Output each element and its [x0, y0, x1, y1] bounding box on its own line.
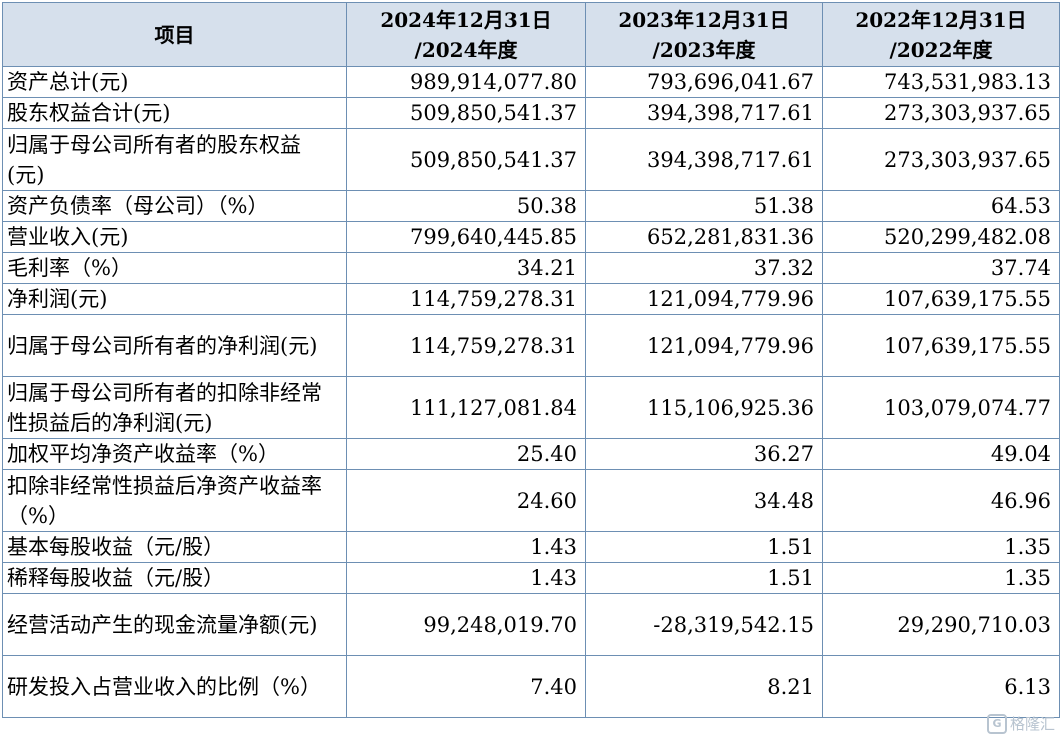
row-label: 稀释每股收益（元/股） — [2, 562, 347, 594]
gelonghui-logo-icon: G — [986, 713, 1007, 734]
cell-2023: 394,398,717.61 — [585, 97, 823, 129]
cell-2022: 520,299,482.08 — [822, 221, 1060, 253]
header-2023-date: 2023年12月31日 — [618, 7, 790, 32]
cell-2022: 743,531,983.13 — [822, 66, 1060, 98]
header-2024-year: /2024年度 — [414, 37, 518, 62]
row-label: 净利润(元) — [2, 283, 347, 315]
cell-2023: 36.27 — [585, 438, 823, 470]
cell-2023: 121,094,779.96 — [585, 314, 823, 377]
cell-2024: 24.60 — [346, 469, 586, 532]
table-header-row: 项目 2024年12月31日 /2024年度 2023年12月31日 /2023… — [2, 2, 1060, 67]
table-row: 经营活动产生的现金流量净额(元) 99,248,019.70 -28,319,5… — [2, 593, 1060, 656]
cell-2024: 1.43 — [346, 531, 586, 563]
table-row: 加权平均净资产收益率（%） 25.40 36.27 49.04 — [2, 438, 1060, 470]
row-label: 基本每股收益（元/股） — [2, 531, 347, 563]
cell-2023: 37.32 — [585, 252, 823, 284]
row-label: 营业收入(元) — [2, 221, 347, 253]
table-row: 毛利率（%） 34.21 37.32 37.74 — [2, 252, 1060, 284]
cell-2022: 49.04 — [822, 438, 1060, 470]
cell-2022: 103,079,074.77 — [822, 376, 1060, 439]
cell-2023: 394,398,717.61 — [585, 128, 823, 191]
cell-2022: 273,303,937.65 — [822, 97, 1060, 129]
table-row: 资产负债率（母公司）（%） 50.38 51.38 64.53 — [2, 190, 1060, 222]
watermark-text: 格隆汇 — [1009, 715, 1055, 733]
cell-2022: 1.35 — [822, 531, 1060, 563]
row-label: 归属于母公司所有者的股东权益(元) — [2, 128, 347, 191]
row-label: 经营活动产生的现金流量净额(元) — [2, 593, 347, 656]
cell-2023: 8.21 — [585, 655, 823, 718]
cell-2024: 50.38 — [346, 190, 586, 222]
financial-data-table: 项目 2024年12月31日 /2024年度 2023年12月31日 /2023… — [2, 2, 1060, 718]
row-label: 加权平均净资产收益率（%） — [2, 438, 347, 470]
cell-2024: 509,850,541.37 — [346, 128, 586, 191]
cell-2023: 115,106,925.36 — [585, 376, 823, 439]
cell-2023: 121,094,779.96 — [585, 283, 823, 315]
row-label: 归属于母公司所有者的扣除非经常性损益后的净利润(元) — [2, 376, 347, 439]
table-row: 研发投入占营业收入的比例（%） 7.40 8.21 6.13 — [2, 655, 1060, 718]
cell-2022: 1.35 — [822, 562, 1060, 594]
row-label: 资产总计(元) — [2, 66, 347, 98]
cell-2024: 989,914,077.80 — [346, 66, 586, 98]
cell-2023: 793,696,041.67 — [585, 66, 823, 98]
cell-2024: 509,850,541.37 — [346, 97, 586, 129]
cell-2023: 1.51 — [585, 531, 823, 563]
cell-2022: 64.53 — [822, 190, 1060, 222]
cell-2022: 6.13 — [822, 655, 1060, 718]
header-2023: 2023年12月31日 /2023年度 — [585, 2, 823, 67]
cell-2024: 25.40 — [346, 438, 586, 470]
cell-2024: 799,640,445.85 — [346, 221, 586, 253]
cell-2023: 51.38 — [585, 190, 823, 222]
cell-2022: 107,639,175.55 — [822, 314, 1060, 377]
cell-2024: 7.40 — [346, 655, 586, 718]
header-item-text: 项目 — [154, 22, 195, 47]
row-label: 资产负债率（母公司）（%） — [2, 190, 347, 222]
header-2023-year: /2023年度 — [652, 37, 756, 62]
header-2022-date: 2022年12月31日 — [855, 7, 1027, 32]
row-label: 研发投入占营业收入的比例（%） — [2, 655, 347, 718]
table-row: 资产总计(元) 989,914,077.80 793,696,041.67 74… — [2, 66, 1060, 98]
table-row: 扣除非经常性损益后净资产收益率（%） 24.60 34.48 46.96 — [2, 469, 1060, 532]
cell-2023: -28,319,542.15 — [585, 593, 823, 656]
row-label: 归属于母公司所有者的净利润(元) — [2, 314, 347, 377]
table-row: 股东权益合计(元) 509,850,541.37 394,398,717.61 … — [2, 97, 1060, 129]
table-row: 稀释每股收益（元/股） 1.43 1.51 1.35 — [2, 562, 1060, 594]
cell-2022: 273,303,937.65 — [822, 128, 1060, 191]
cell-2023: 1.51 — [585, 562, 823, 594]
header-item: 项目 — [2, 2, 347, 67]
table-row: 基本每股收益（元/股） 1.43 1.51 1.35 — [2, 531, 1060, 563]
header-2024: 2024年12月31日 /2024年度 — [346, 2, 586, 67]
row-label: 毛利率（%） — [2, 252, 347, 284]
table-row: 归属于母公司所有者的扣除非经常性损益后的净利润(元) 111,127,081.8… — [2, 376, 1060, 439]
cell-2024: 1.43 — [346, 562, 586, 594]
cell-2024: 114,759,278.31 — [346, 314, 586, 377]
cell-2024: 99,248,019.70 — [346, 593, 586, 656]
table-row: 归属于母公司所有者的净利润(元) 114,759,278.31 121,094,… — [2, 314, 1060, 377]
cell-2024: 111,127,081.84 — [346, 376, 586, 439]
row-label: 扣除非经常性损益后净资产收益率（%） — [2, 469, 347, 532]
cell-2022: 107,639,175.55 — [822, 283, 1060, 315]
cell-2022: 46.96 — [822, 469, 1060, 532]
watermark: G 格隆汇 — [986, 713, 1055, 734]
header-2024-date: 2024年12月31日 — [380, 7, 552, 32]
table-row: 归属于母公司所有者的股东权益(元) 509,850,541.37 394,398… — [2, 128, 1060, 191]
table-row: 营业收入(元) 799,640,445.85 652,281,831.36 52… — [2, 221, 1060, 253]
cell-2022: 29,290,710.03 — [822, 593, 1060, 656]
header-2022: 2022年12月31日 /2022年度 — [822, 2, 1060, 67]
cell-2023: 652,281,831.36 — [585, 221, 823, 253]
cell-2022: 37.74 — [822, 252, 1060, 284]
row-label: 股东权益合计(元) — [2, 97, 347, 129]
cell-2023: 34.48 — [585, 469, 823, 532]
cell-2024: 34.21 — [346, 252, 586, 284]
header-2022-year: /2022年度 — [889, 37, 993, 62]
cell-2024: 114,759,278.31 — [346, 283, 586, 315]
table-row: 净利润(元) 114,759,278.31 121,094,779.96 107… — [2, 283, 1060, 315]
